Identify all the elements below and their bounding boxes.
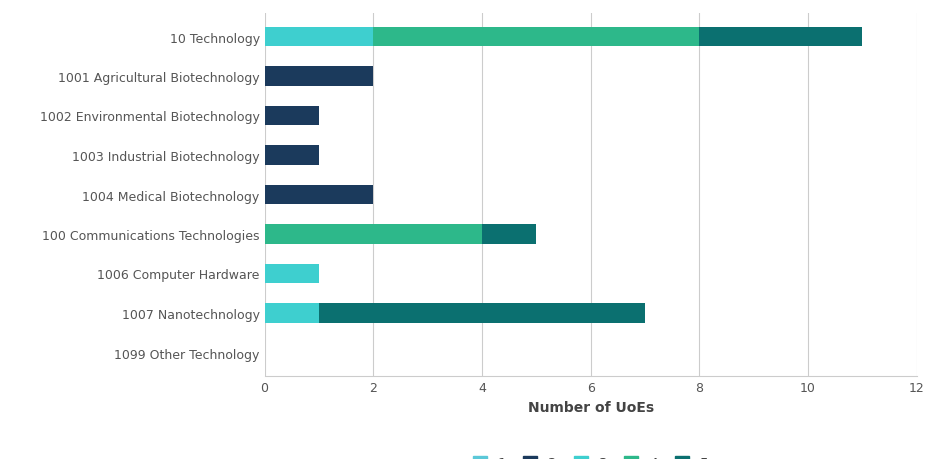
Bar — [481, 224, 535, 244]
Bar — [264, 146, 318, 166]
Bar — [318, 303, 644, 323]
Bar — [264, 28, 373, 47]
Bar — [264, 67, 373, 87]
Bar — [264, 106, 318, 126]
Bar — [264, 224, 481, 244]
X-axis label: Number of UoEs: Number of UoEs — [527, 400, 653, 414]
Legend: 1, 2, 3, 4, 5: 1, 2, 3, 4, 5 — [472, 456, 708, 459]
Bar — [264, 303, 318, 323]
Bar — [264, 264, 318, 284]
Bar — [264, 185, 373, 205]
Bar — [699, 28, 862, 47]
Bar — [373, 28, 699, 47]
